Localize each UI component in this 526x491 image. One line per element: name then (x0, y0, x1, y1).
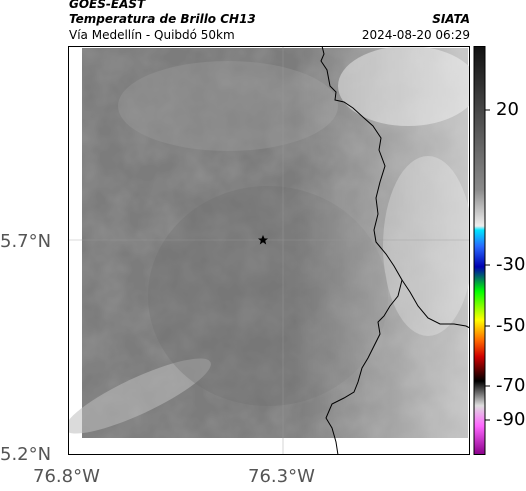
colorbar-tick-label: -50 (496, 315, 526, 336)
organization-label: SIATA (432, 12, 470, 26)
colorbar-tick-label: -90 (496, 409, 526, 430)
colorbar-tick-label: 20 (496, 99, 519, 120)
lon-tick-label: 76.3°W (248, 466, 315, 487)
lat-tick-label: 5.7°N (0, 231, 52, 252)
department-border (401, 279, 470, 329)
gridlines (68, 46, 470, 455)
department-border (320, 46, 403, 455)
product-title: Temperatura de Brillo CH13 (69, 12, 256, 26)
satellite-name: GOES-EAST (69, 0, 146, 11)
timestamp: 2024-08-20 06:29 (361, 28, 470, 42)
star-icon (258, 235, 268, 245)
colorbar-tick-label: -70 (496, 375, 526, 396)
colorbar-tick-label: -30 (496, 254, 526, 275)
satellite-image (68, 46, 470, 438)
brightness-temperature-map (68, 46, 470, 455)
lat-tick-label: 5.2°N (0, 444, 52, 465)
lon-tick-label: 76.8°W (33, 466, 100, 487)
route-subtitle: Vía Medellín - Quibdó 50km (69, 28, 235, 42)
colorbar (473, 46, 490, 455)
